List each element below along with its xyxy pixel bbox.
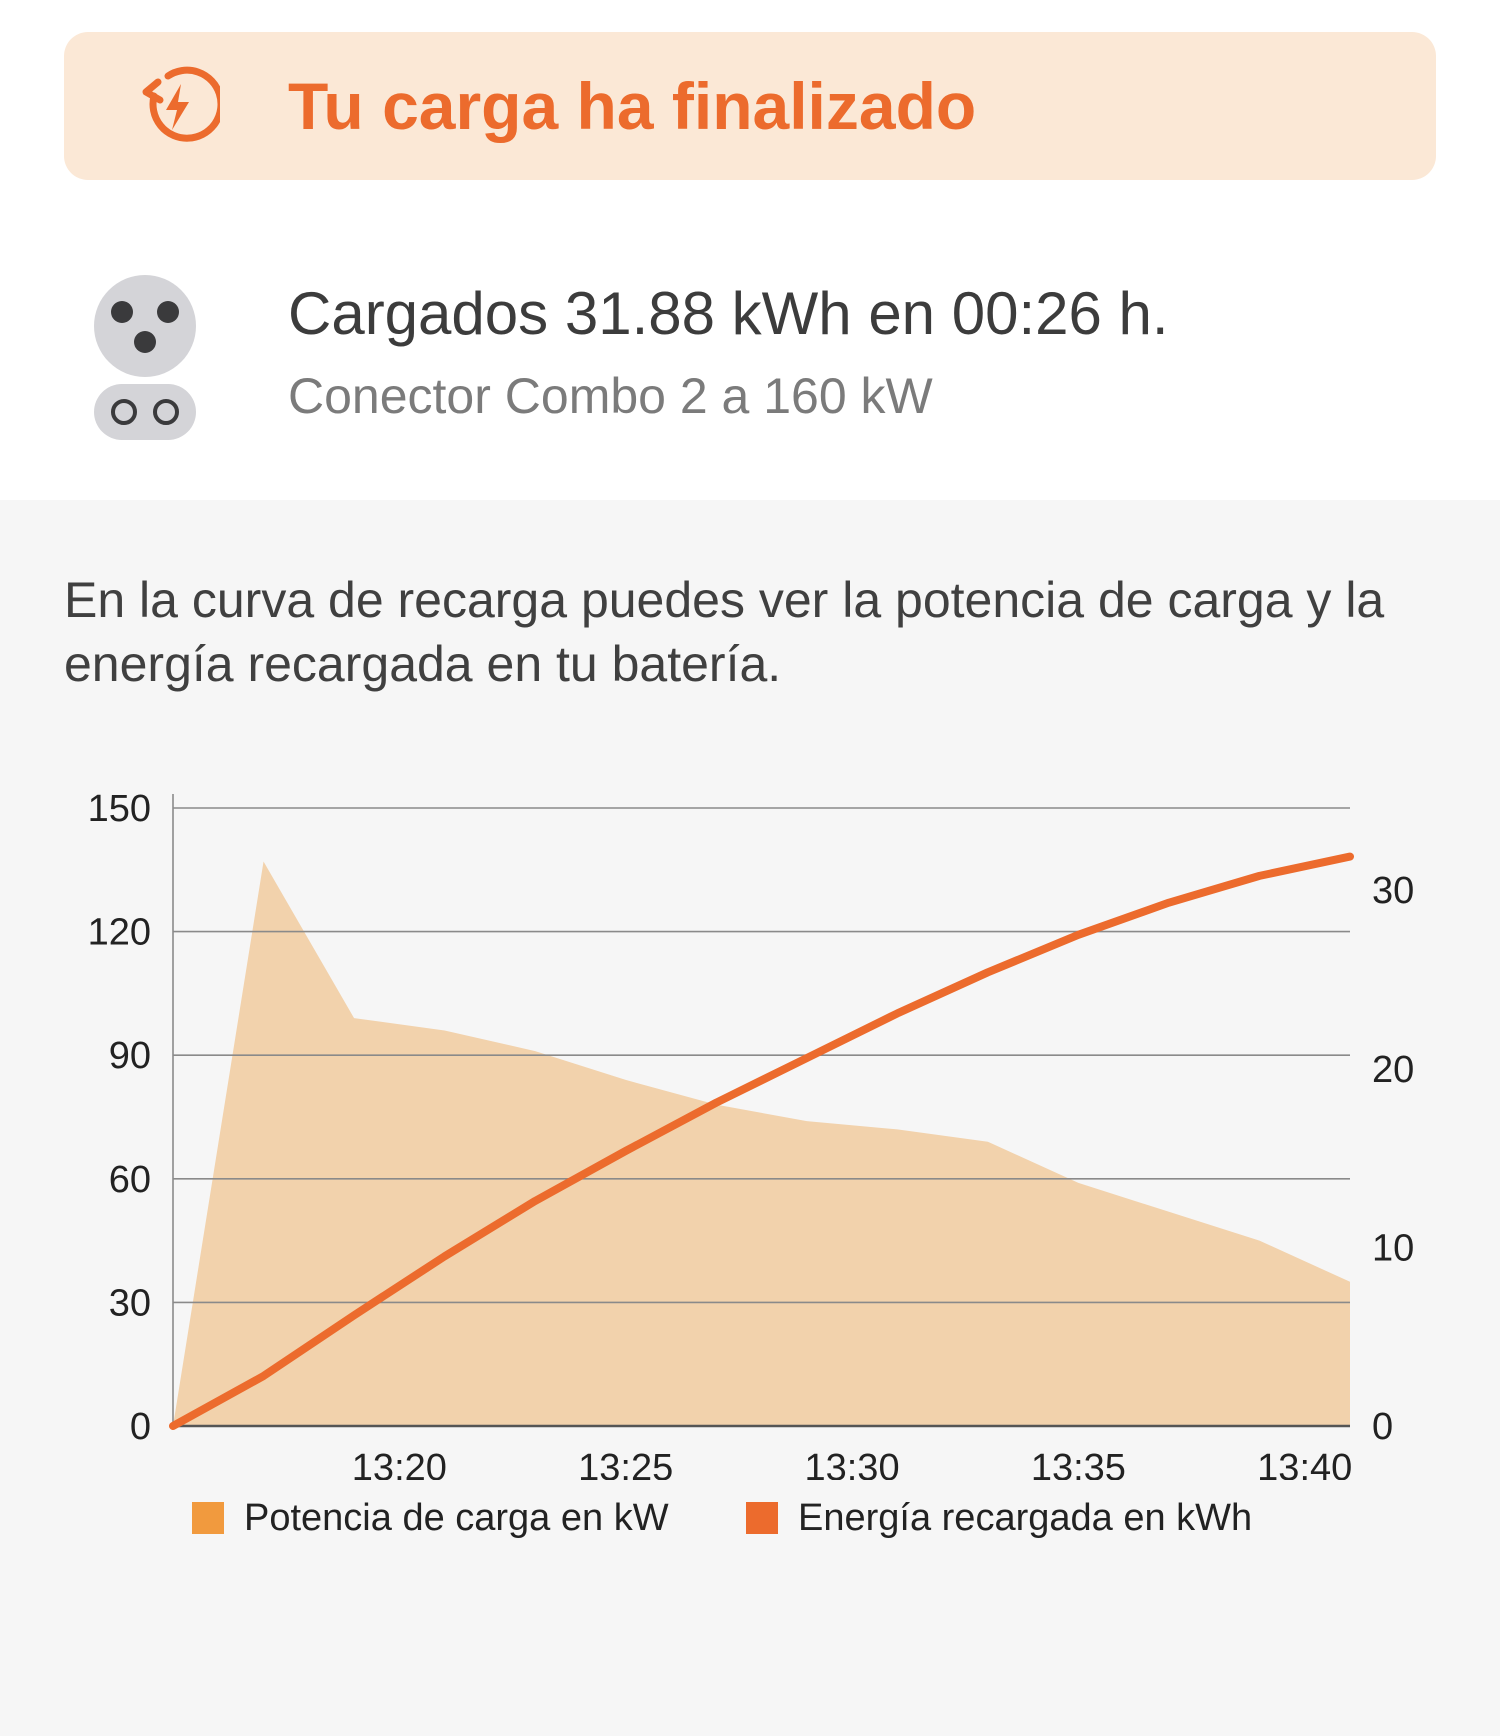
x-tick-label: 13:40 (1257, 1447, 1352, 1480)
legend-item-power: Potencia de carga en kW (192, 1488, 669, 1548)
charge-curve-chart: 0 30 60 90 120 150 0 10 20 30 13:20 13:25 13:30 13:35… (88, 788, 1415, 1480)
x-tick-label: 13:25 (578, 1447, 673, 1480)
chart-description: En la curva de recarga puedes ver la pot… (64, 572, 1385, 692)
connector-info: Conector Combo 2 a 160 kW (288, 368, 933, 424)
y-left-tick-label: 150 (88, 788, 151, 830)
charge-summary: Cargados 31.88 kWh en 00:26 h. Conector … (0, 200, 1500, 500)
y-right-tick-label: 20 (1372, 1049, 1414, 1091)
chart-legend: Potencia de carga en kW Energía recargad… (0, 1488, 1500, 1548)
energy-line (169, 852, 1354, 1430)
legend-label-power: Potencia de carga en kW (244, 1496, 669, 1539)
x-tick-label: 13:20 (352, 1447, 447, 1480)
y-right-tick-label: 30 (1372, 870, 1414, 912)
y-left-tick-label: 90 (109, 1035, 151, 1077)
y-right-tick-label: 10 (1372, 1227, 1414, 1269)
y-left-tick-label: 120 (88, 912, 151, 954)
charged-energy-duration: Cargados 31.88 kWh en 00:26 h. (288, 280, 1169, 347)
ccs-combo2-connector-icon (94, 275, 196, 440)
legend-item-energy: Energía recargada en kWh (746, 1488, 1252, 1548)
legend-swatch-energy (746, 1502, 778, 1534)
legend-swatch-power (192, 1502, 224, 1534)
y-left-tick-label: 60 (109, 1159, 151, 1201)
y-right-tick-label: 0 (1372, 1406, 1393, 1448)
banner-title: Tu carga ha finalizado (288, 69, 977, 143)
x-tick-label: 13:35 (1031, 1447, 1126, 1480)
legend-label-energy: Energía recargada en kWh (798, 1496, 1253, 1539)
y-left-tick-label: 30 (109, 1282, 151, 1324)
power-area (173, 861, 1350, 1426)
y-left-tick-label: 0 (130, 1406, 151, 1448)
charge-finished-banner: Tu carga ha finalizado (64, 32, 1436, 180)
charging-complete-icon (142, 66, 220, 142)
x-tick-label: 13:30 (804, 1447, 899, 1480)
